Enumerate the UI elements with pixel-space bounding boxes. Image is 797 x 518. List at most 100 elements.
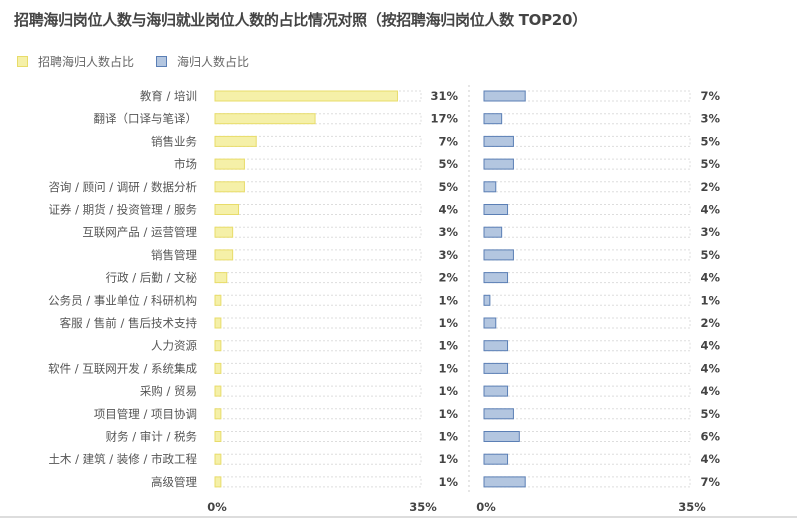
- data-label: 4%: [700, 361, 720, 375]
- data-label: 1%: [438, 361, 458, 375]
- data-label: 4%: [700, 339, 720, 353]
- x-tick-label: 0%: [207, 500, 227, 514]
- data-label: 1%: [438, 407, 458, 421]
- bar-track: [214, 204, 422, 215]
- data-label: 2%: [700, 316, 720, 330]
- data-label: 1%: [438, 316, 458, 330]
- bar-track: [214, 476, 422, 488]
- bar-track: [214, 317, 422, 329]
- data-label: 1%: [438, 475, 458, 489]
- data-label: 7%: [700, 475, 720, 489]
- bar-track: [483, 453, 691, 465]
- data-label: 5%: [700, 248, 720, 262]
- bar-track: [483, 272, 691, 284]
- bar: [483, 317, 497, 329]
- bar: [483, 158, 514, 170]
- bar-track: [483, 385, 691, 397]
- bar: [483, 340, 509, 352]
- bar: [214, 362, 222, 374]
- data-label: 31%: [430, 89, 458, 103]
- category-label: 软件 / 互联网开发 / 系统集成: [48, 361, 197, 375]
- bar: [214, 408, 222, 420]
- bar: [483, 453, 509, 465]
- data-label: 3%: [700, 225, 720, 239]
- category-label: 销售业务: [151, 134, 197, 148]
- bar: [483, 135, 514, 147]
- data-label: 4%: [700, 384, 720, 398]
- bar-track: [483, 113, 691, 125]
- bar: [483, 249, 514, 261]
- bar-track: [483, 181, 691, 193]
- data-label: 3%: [438, 225, 458, 239]
- legend-swatch: [17, 56, 28, 67]
- legend-item-recruit: 招聘海归人数占比: [17, 53, 134, 70]
- bar: [483, 476, 526, 488]
- data-label: 7%: [700, 89, 720, 103]
- category-label: 咨询 / 顾问 / 调研 / 数据分析: [48, 180, 197, 194]
- data-label: 17%: [430, 112, 458, 126]
- data-label: 2%: [438, 271, 458, 285]
- category-label: 互联网产品 / 运营管理: [82, 225, 197, 239]
- data-label: 5%: [700, 157, 720, 171]
- bar: [483, 226, 503, 238]
- data-label: 1%: [700, 293, 720, 307]
- data-label: 5%: [438, 180, 458, 194]
- bar: [483, 385, 509, 397]
- bar-track: [214, 408, 422, 420]
- chart-title: 招聘海归岗位人数与海归就业岗位人数的占比情况对照（按招聘海归岗位人数 TOP20…: [14, 11, 587, 29]
- data-label: 5%: [700, 407, 720, 421]
- bar-track: [483, 226, 691, 238]
- bar-track: [214, 158, 422, 170]
- bar-track: [483, 135, 691, 147]
- data-label: 4%: [700, 203, 720, 217]
- category-label: 土木 / 建筑 / 装修 / 市政工程: [48, 452, 197, 466]
- bar: [214, 385, 222, 397]
- bar: [483, 272, 509, 284]
- data-label: 3%: [438, 248, 458, 262]
- bar-track: [483, 317, 691, 329]
- data-label: 4%: [700, 452, 720, 466]
- bar: [483, 294, 491, 306]
- bar-track: [214, 431, 422, 442]
- bar-track: [483, 204, 691, 215]
- bar: [483, 204, 509, 215]
- bar-track: [214, 294, 422, 306]
- bar: [214, 226, 234, 238]
- bar: [483, 408, 514, 420]
- bar-track: [214, 181, 422, 193]
- category-label: 客服 / 售前 / 售后技术支持: [60, 316, 198, 330]
- bar: [483, 181, 497, 193]
- category-label: 销售管理: [151, 248, 197, 262]
- bar-track: [214, 453, 422, 465]
- bar: [214, 181, 245, 193]
- bar-track: [483, 249, 691, 261]
- bar: [214, 317, 222, 329]
- x-tick-label: 35%: [409, 500, 437, 514]
- data-label: 1%: [438, 430, 458, 444]
- bar: [483, 362, 509, 374]
- category-label: 行政 / 后勤 / 文秘: [106, 271, 198, 285]
- bar-track: [214, 226, 422, 238]
- data-label: 4%: [438, 203, 458, 217]
- bar: [214, 476, 222, 488]
- data-label: 2%: [700, 180, 720, 194]
- category-label: 翻译（口译与笔译）: [94, 112, 198, 126]
- data-label: 1%: [438, 384, 458, 398]
- legend-item-returnee: 海归人数占比: [156, 53, 249, 70]
- bar: [214, 204, 240, 215]
- bar: [214, 113, 316, 125]
- category-label: 市场: [174, 157, 197, 171]
- category-label: 财务 / 审计 / 税务: [106, 430, 198, 444]
- bar-track: [214, 249, 422, 261]
- category-label: 人力资源: [151, 339, 197, 353]
- data-label: 4%: [700, 271, 720, 285]
- category-label: 教育 / 培训: [140, 89, 197, 103]
- data-label: 1%: [438, 293, 458, 307]
- bar: [483, 431, 520, 442]
- data-label: 1%: [438, 452, 458, 466]
- bar: [214, 340, 222, 352]
- data-label: 6%: [700, 430, 720, 444]
- category-label: 项目管理 / 项目协调: [94, 407, 197, 421]
- legend-label: 海归人数占比: [177, 55, 250, 69]
